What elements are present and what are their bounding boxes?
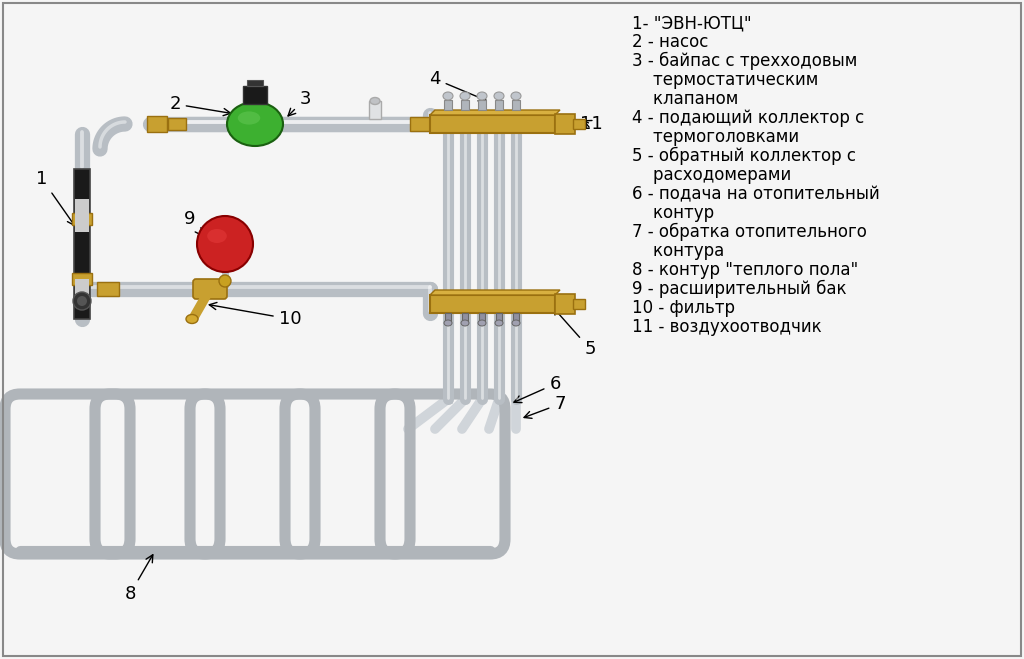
Bar <box>479 313 485 323</box>
Bar <box>75 199 89 232</box>
Ellipse shape <box>238 111 260 125</box>
Ellipse shape <box>494 92 504 100</box>
Ellipse shape <box>495 320 503 326</box>
Bar <box>495 100 503 110</box>
Bar <box>147 116 167 132</box>
Polygon shape <box>430 290 560 295</box>
Ellipse shape <box>477 92 487 100</box>
Ellipse shape <box>444 320 452 326</box>
Bar <box>512 100 520 110</box>
Bar <box>461 100 469 110</box>
Text: 9: 9 <box>184 210 203 235</box>
Bar <box>247 80 263 86</box>
Ellipse shape <box>511 92 521 100</box>
Text: 1: 1 <box>36 170 75 225</box>
Text: 1- "ЭВН-ЮТЦ": 1- "ЭВН-ЮТЦ" <box>632 14 752 32</box>
Bar <box>573 119 585 129</box>
Text: 10 - фильтр: 10 - фильтр <box>632 299 735 317</box>
Circle shape <box>73 292 91 310</box>
Bar <box>369 101 381 119</box>
Bar <box>513 313 519 323</box>
Ellipse shape <box>461 320 469 326</box>
Ellipse shape <box>478 320 486 326</box>
Text: 8: 8 <box>124 555 153 603</box>
Text: 5: 5 <box>553 307 596 358</box>
Text: 11 - воздухоотводчик: 11 - воздухоотводчик <box>632 318 821 336</box>
Text: 7: 7 <box>524 395 565 418</box>
Ellipse shape <box>443 92 453 100</box>
Ellipse shape <box>460 92 470 100</box>
Bar <box>72 213 92 225</box>
Bar <box>478 100 486 110</box>
Bar <box>444 100 452 110</box>
Bar <box>243 86 267 104</box>
Text: 5 - обратный коллектор с: 5 - обратный коллектор с <box>632 147 856 165</box>
Circle shape <box>197 216 253 272</box>
Text: 6 - подача на отопительный: 6 - подача на отопительный <box>632 185 880 203</box>
Text: 2 - насос: 2 - насос <box>632 33 709 51</box>
Circle shape <box>77 296 87 306</box>
Ellipse shape <box>207 229 226 243</box>
Text: клапаном: клапаном <box>632 90 738 108</box>
Bar <box>496 313 502 323</box>
Bar <box>97 282 119 296</box>
Ellipse shape <box>512 320 520 326</box>
Text: 3: 3 <box>288 90 310 116</box>
FancyBboxPatch shape <box>193 279 227 299</box>
Text: 6: 6 <box>514 375 561 403</box>
Text: контура: контура <box>632 242 724 260</box>
Bar <box>445 313 451 323</box>
Polygon shape <box>430 110 560 115</box>
Text: 11: 11 <box>580 115 602 133</box>
Bar <box>410 117 432 131</box>
Text: контур: контур <box>632 204 714 222</box>
Text: 2: 2 <box>169 95 230 116</box>
Text: 4: 4 <box>429 70 486 101</box>
Bar <box>168 118 186 130</box>
Bar <box>430 295 555 313</box>
Text: 8 - контур "теплого пола": 8 - контур "теплого пола" <box>632 261 858 279</box>
Bar <box>573 299 585 309</box>
Ellipse shape <box>186 314 198 324</box>
Text: расходомерами: расходомерами <box>632 166 792 184</box>
Text: 10: 10 <box>209 302 301 328</box>
Bar <box>75 279 89 301</box>
Bar <box>72 273 92 285</box>
Bar <box>462 313 468 323</box>
Text: 3 - байпас с трехходовым: 3 - байпас с трехходовым <box>632 52 857 71</box>
Bar <box>555 114 575 134</box>
Bar <box>430 115 555 133</box>
Text: 7 - обратка отопительного: 7 - обратка отопительного <box>632 223 867 241</box>
Text: термостатическим: термостатическим <box>632 71 818 89</box>
Text: 9 - расширительный бак: 9 - расширительный бак <box>632 280 847 299</box>
Ellipse shape <box>370 98 380 105</box>
Bar <box>555 294 575 314</box>
Text: термоголовками: термоголовками <box>632 128 799 146</box>
Text: 4 - подающий коллектор с: 4 - подающий коллектор с <box>632 109 864 127</box>
Ellipse shape <box>227 102 283 146</box>
Circle shape <box>219 275 231 287</box>
Bar <box>74 169 90 319</box>
